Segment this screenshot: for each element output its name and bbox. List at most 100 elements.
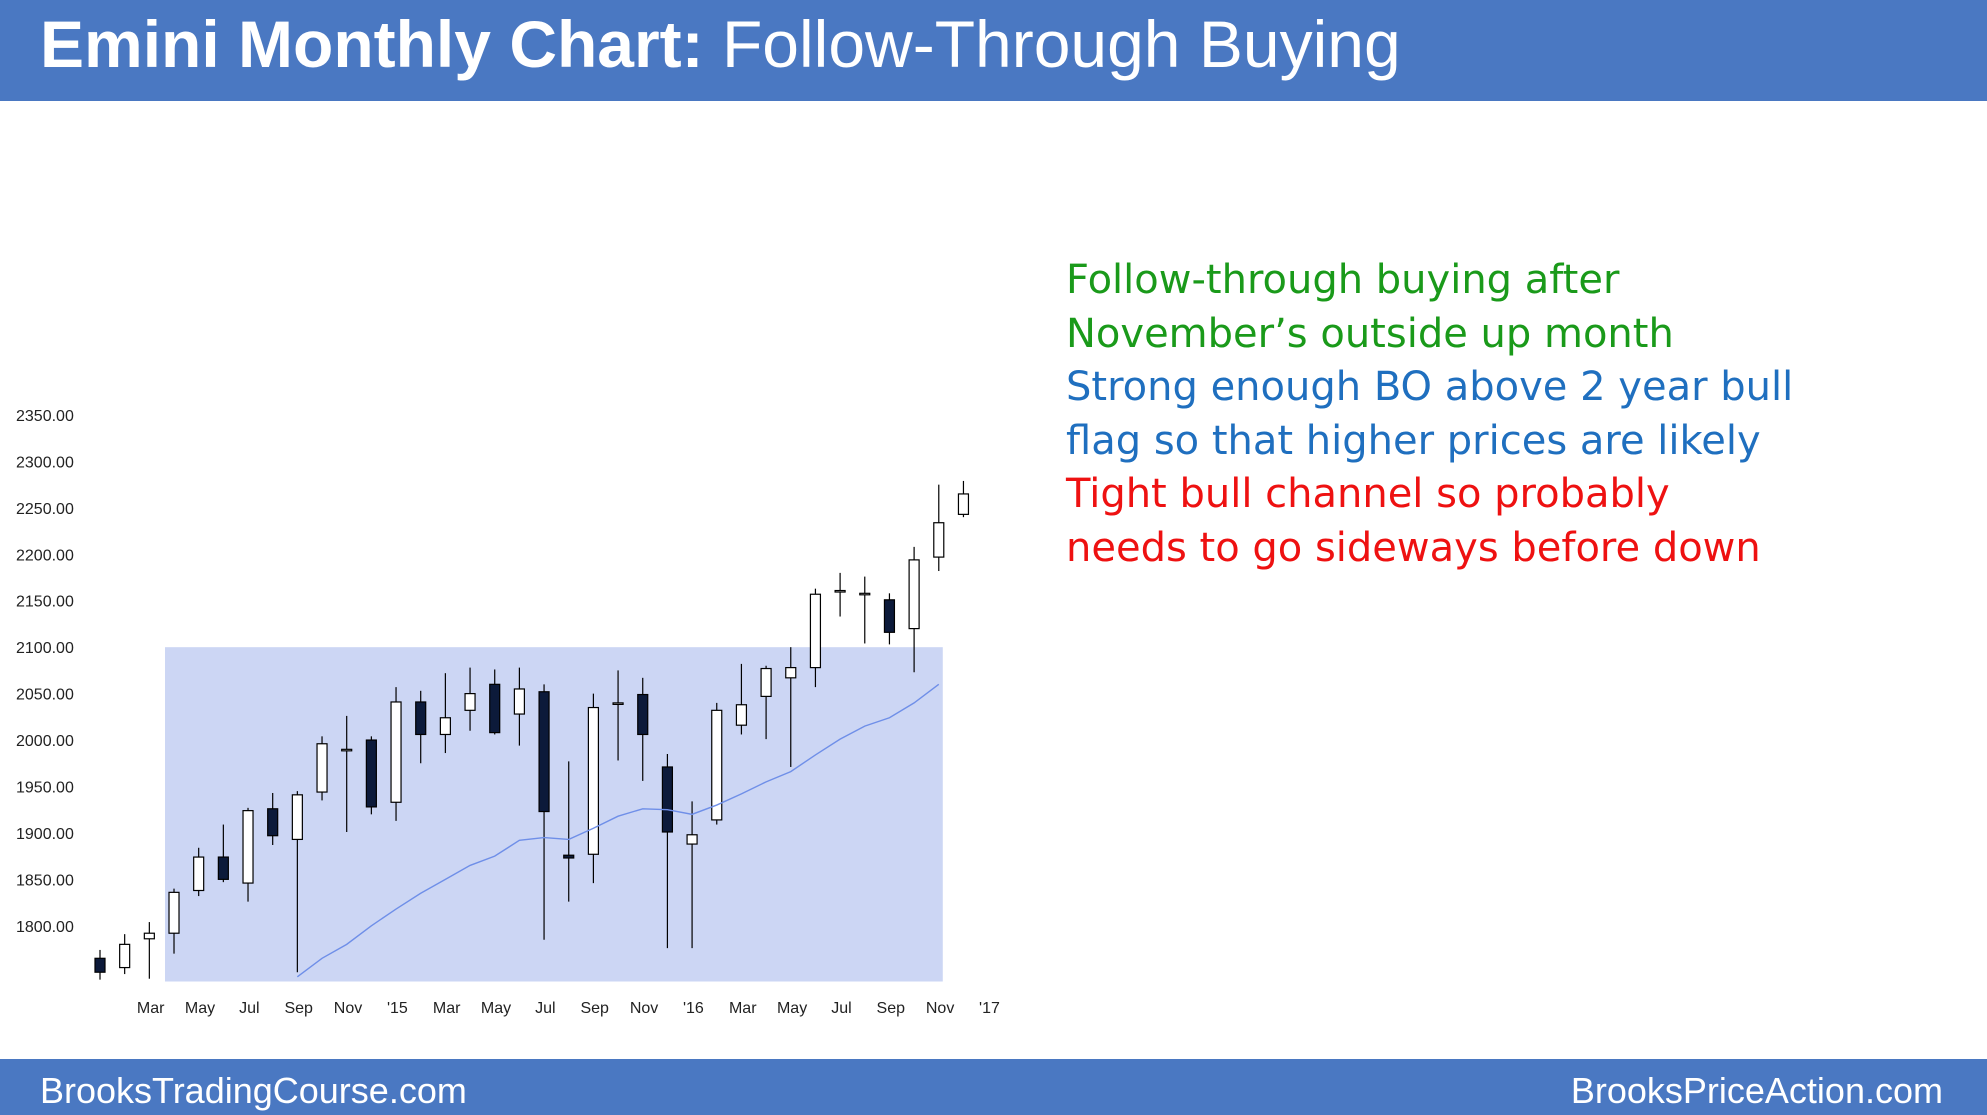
- candles: [94, 480, 970, 980]
- title-bold-part: Emini Monthly Chart:: [40, 7, 704, 81]
- candle: [612, 670, 624, 761]
- candle-body: [686, 834, 698, 845]
- title-rest-part: Follow-Through Buying: [703, 7, 1401, 81]
- moving-average: [296, 683, 940, 978]
- candle-body: [809, 593, 822, 669]
- y-tick-label: 2250.00: [16, 501, 74, 518]
- note-line: Tight bull channel so probably: [1066, 471, 1670, 517]
- note-line: Follow-through buying after: [1066, 257, 1620, 303]
- candle-body: [415, 701, 427, 736]
- x-tick-label: Nov: [630, 1000, 658, 1017]
- x-tick-label: Sep: [580, 1000, 609, 1017]
- candle-body: [439, 717, 451, 736]
- candle: [341, 715, 353, 832]
- candle-body: [390, 701, 402, 803]
- candle-body: [538, 691, 550, 813]
- x-axis: Mar May Jul Sep Nov '15 Mar May Jul Sep Nov '16 Mar M…: [137, 1000, 1000, 1017]
- candle-body: [908, 559, 920, 630]
- candle: [661, 753, 674, 949]
- y-tick-label: 2000.00: [16, 733, 74, 750]
- candle: [390, 687, 402, 821]
- candle: [365, 736, 377, 815]
- candle: [464, 667, 476, 731]
- candle: [267, 792, 279, 845]
- y-tick-label: 2200.00: [16, 547, 74, 564]
- candle: [538, 684, 550, 940]
- candle-body: [193, 856, 205, 892]
- x-tick-label: Mar: [729, 1000, 757, 1017]
- candle-body: [883, 599, 896, 633]
- y-tick-label: 2050.00: [16, 687, 74, 704]
- x-tick-label: Jul: [535, 1000, 555, 1017]
- candle-body: [217, 856, 229, 880]
- candlestick-chart: 2350.00 2300.00 2250.00 2200.00 2150.00 2100.…: [16, 408, 1000, 1017]
- candle-body: [513, 688, 525, 715]
- candle-body: [143, 932, 155, 940]
- y-tick-label: 2350.00: [16, 408, 74, 425]
- candle: [735, 663, 748, 735]
- candle-body: [168, 891, 180, 934]
- candle: [686, 801, 698, 949]
- candle: [834, 572, 846, 617]
- candle: [119, 934, 131, 975]
- candle: [908, 546, 920, 673]
- candle: [143, 922, 155, 979]
- x-tick-label: Mar: [433, 1000, 461, 1017]
- x-tick-label: Sep: [284, 1000, 313, 1017]
- x-tick-label: Nov: [926, 1000, 954, 1017]
- candle: [957, 480, 970, 518]
- candle: [242, 807, 254, 902]
- x-tick-label: Mar: [137, 1000, 165, 1017]
- candle-body: [365, 739, 377, 808]
- candle: [563, 761, 575, 902]
- candle: [94, 949, 106, 980]
- x-tick-label: May: [777, 1000, 807, 1017]
- x-tick-label: '17: [979, 1000, 1000, 1017]
- candle: [637, 677, 649, 781]
- candle-body: [119, 943, 131, 969]
- slide-title: Emini Monthly Chart: Follow-Through Buyi…: [40, 6, 1401, 82]
- candle-body: [834, 589, 846, 593]
- y-axis: 2350.00 2300.00 2250.00 2200.00 2150.00 2100.…: [16, 408, 74, 936]
- candle-body: [957, 493, 970, 515]
- candle: [883, 593, 896, 645]
- candle-body: [661, 766, 674, 833]
- candle-body: [464, 693, 476, 711]
- x-tick-label: Jul: [239, 1000, 259, 1017]
- note-line: November’s outside up month: [1066, 310, 1674, 357]
- candle: [291, 791, 303, 973]
- note-line: Strong enough BO above 2 year bull: [1066, 364, 1794, 410]
- candle: [809, 588, 822, 688]
- candle: [587, 693, 600, 884]
- x-tick-label: Jul: [831, 1000, 851, 1017]
- candle: [439, 673, 451, 754]
- x-tick-label: May: [481, 1000, 511, 1017]
- candle: [489, 669, 501, 735]
- footer-bar: [0, 1059, 1987, 1115]
- x-tick-label: Sep: [877, 1000, 906, 1017]
- x-tick-label: May: [185, 1000, 215, 1017]
- candle-body: [316, 743, 328, 793]
- commentary: Follow-through buying after November’s o…: [1066, 254, 1793, 575]
- footer-left-link[interactable]: BrooksTradingCourse.com: [40, 1070, 467, 1111]
- y-tick-label: 1950.00: [16, 779, 74, 796]
- candle: [785, 647, 797, 767]
- x-tick-label: '16: [683, 1000, 704, 1017]
- candle-body: [587, 706, 600, 855]
- y-tick-label: 1850.00: [16, 872, 74, 889]
- candle: [217, 824, 229, 883]
- candle: [760, 665, 772, 740]
- footer-right-link[interactable]: BrooksPriceAction.com: [1570, 1070, 1943, 1111]
- x-tick-label: Nov: [334, 1000, 362, 1017]
- candle-body: [489, 683, 501, 734]
- candle: [859, 576, 871, 644]
- candle-body: [785, 667, 797, 679]
- candle: [513, 667, 525, 746]
- candle-body: [242, 810, 254, 884]
- y-tick-label: 1800.00: [16, 919, 74, 936]
- x-tick-label: '15: [387, 1000, 408, 1017]
- candle: [933, 484, 945, 572]
- candle-body: [612, 702, 624, 705]
- candle-body: [267, 808, 279, 837]
- moving-average-line: [296, 683, 940, 978]
